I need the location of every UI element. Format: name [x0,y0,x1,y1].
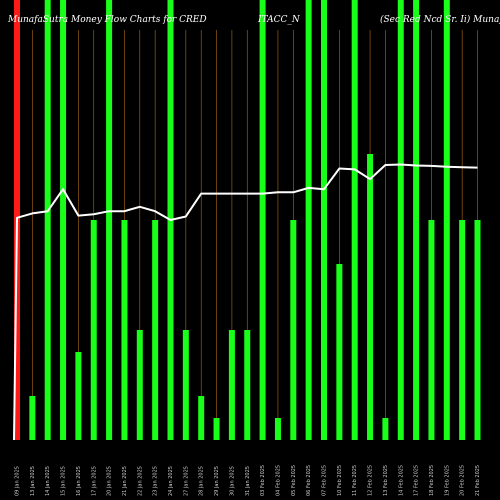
money-flow-bar [136,330,143,440]
money-flow-bar [274,418,281,440]
money-flow-line-layer [13,163,478,441]
x-tick-label: 19 Feb 2025 [444,465,450,496]
x-tick-label: 14 Feb 2025 [398,465,404,496]
money-flow-bar [90,220,97,440]
money-flow-bar [397,0,404,440]
x-tick-label: 23 Jan 2025 [153,466,159,496]
x-tick-label: 20 Feb 2025 [460,465,466,496]
x-tick-label: 07 Feb 2025 [322,465,328,496]
chart-title-part-1: MunafaSutra Money Flow Charts for CRED [7,15,207,25]
x-tick-label: 13 Feb 2025 [383,465,389,496]
money-flow-bar [75,352,82,440]
x-tick-label: 06 Feb 2025 [306,465,312,496]
money-flow-line [13,163,478,441]
x-tick-label: 18 Feb 2025 [429,465,435,496]
money-flow-bar [382,418,389,440]
x-tick-label: 04 Feb 2025 [275,465,281,496]
money-flow-bar [198,396,205,440]
x-tick-label: 16 Jan 2025 [76,466,82,496]
chart-title-part-3: (Sec Red Ncd Sr. Ii) MunafaSutra.com [380,14,500,25]
x-tick-label: 12 Feb 2025 [368,465,374,496]
money-flow-bar [244,330,251,440]
money-flow-bar [474,220,481,440]
x-tick-label: 17 Feb 2025 [414,465,420,496]
x-tick-label: 24 Jan 2025 [168,466,174,496]
x-tick-label: 29 Jan 2025 [214,466,220,496]
x-tick-label: 10 Feb 2025 [337,465,343,496]
x-tick-label: 03 Feb 2025 [260,465,266,496]
x-tick-label: 09 Jan 2025 [15,466,21,496]
chart-title-part-2: ITACC_N [257,15,301,25]
money-flow-bar [121,220,128,440]
x-tick-label: 21 Jan 2025 [122,466,128,496]
x-tick-label: 14 Jan 2025 [45,466,51,496]
x-tick-label: 20 Jan 2025 [107,466,113,496]
x-tick-label: 27 Jan 2025 [183,466,189,496]
x-tick-labels: 09 Jan 2025 13 Jan 2025 14 Jan 2025 15 Jan … [15,465,482,496]
x-tick-label: 22 Jan 2025 [137,466,143,496]
money-flow-bar [428,220,435,440]
money-flow-bar [351,0,358,440]
x-tick-label: 15 Jan 2025 [61,466,67,496]
money-flow-bar [259,0,266,440]
money-flow-bar [228,330,235,440]
x-tick-label: 05 Feb 2025 [291,465,297,496]
x-tick-label: 28 Jan 2025 [199,466,205,496]
money-flow-bar [336,264,343,440]
x-tick-label: 13 Jan 2025 [30,466,36,496]
chart-title: MunafaSutra Money Flow Charts for CRED I… [7,14,500,25]
money-flow-bar [182,330,189,440]
money-flow-bar [60,0,67,440]
money-flow-bar [367,154,374,440]
money-flow-bar [152,220,159,440]
money-flow-bar [413,0,420,440]
x-tick-label: 30 Jan 2025 [229,466,235,496]
x-tick-label: 11 Feb 2025 [352,465,358,496]
money-flow-bar [321,0,327,440]
money-flow-bar [459,220,466,440]
x-tick-label: 17 Jan 2025 [91,466,97,496]
money-flow-bar [213,418,220,440]
money-flow-bar [106,0,113,440]
money-flow-bar [305,0,312,440]
x-tick-label: 21 Feb 2025 [475,465,481,496]
money-flow-bar [443,0,450,440]
money-flow-bar [44,0,51,440]
money-flow-bar [290,220,297,440]
x-tick-label: 31 Jan 2025 [245,466,251,496]
money-flow-bar [29,396,36,440]
